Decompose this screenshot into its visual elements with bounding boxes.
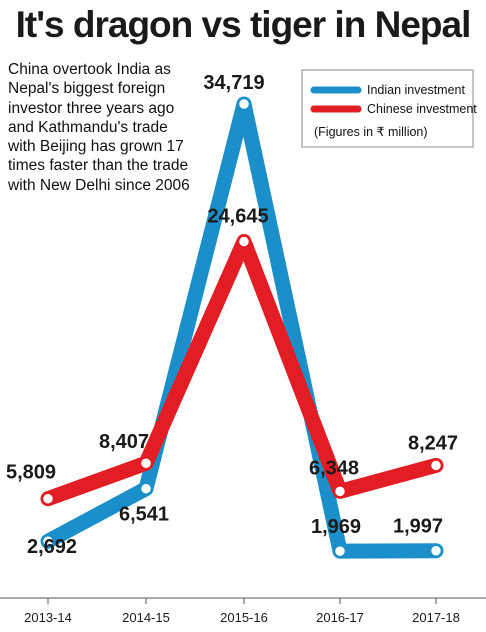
x-tick-label-4: 2017-18: [412, 610, 460, 625]
point-marker-indian-3: [333, 544, 347, 558]
legend-label-indian: Indian investment: [367, 83, 466, 97]
point-marker-chinese-1: [139, 456, 153, 470]
x-tick-label-2: 2015-16: [220, 610, 268, 625]
point-marker-chinese-4: [429, 459, 443, 472]
page-title: It's dragon vs tiger in Nepal: [15, 4, 472, 45]
series-markers: [41, 97, 443, 558]
data-label-chinese-1: 8,407: [99, 431, 149, 453]
point-marker-indian-2: [237, 97, 251, 111]
point-marker-indian-1: [139, 482, 153, 495]
data-labels: 2,692 6,541 34,719 1,969 1,997 5,809 8,407 24,6…: [6, 72, 458, 558]
x-tick-label-0: 2013-14: [24, 610, 72, 625]
legend-label-chinese: Chinese investment: [367, 102, 477, 116]
data-label-indian-3: 1,969: [311, 516, 361, 538]
series-lines: [40, 96, 444, 559]
x-tick-label-1: 2014-15: [122, 610, 170, 625]
point-marker-chinese-0: [41, 492, 55, 505]
data-label-chinese-4: 8,247: [408, 432, 458, 454]
point-marker-indian-4: [429, 544, 443, 557]
point-marker-chinese-2: [237, 235, 251, 248]
data-label-chinese-2: 24,645: [207, 206, 268, 228]
data-label-chinese-0: 5,809: [6, 462, 56, 484]
series-line-chinese: [40, 234, 444, 507]
x-axis-ticks: 2013-14 2014-15 2015-16 2016-17 2017-18: [24, 598, 460, 625]
legend: Indian investment Chinese investment (Fi…: [301, 69, 477, 148]
intro-text: China overtook India as Nepal's biggest …: [8, 61, 190, 194]
data-label-indian-1: 6,541: [119, 504, 169, 526]
x-tick-label-3: 2016-17: [316, 610, 364, 625]
data-label-indian-0: 2,692: [27, 536, 77, 558]
data-label-indian-4: 1,997: [393, 516, 443, 538]
data-label-indian-2: 34,719: [203, 72, 264, 94]
data-label-chinese-3: 6,348: [309, 457, 359, 479]
point-marker-indian-0: [41, 534, 55, 548]
point-marker-chinese-3: [333, 485, 347, 498]
legend-note: (Figures in ₹ million): [314, 125, 428, 139]
